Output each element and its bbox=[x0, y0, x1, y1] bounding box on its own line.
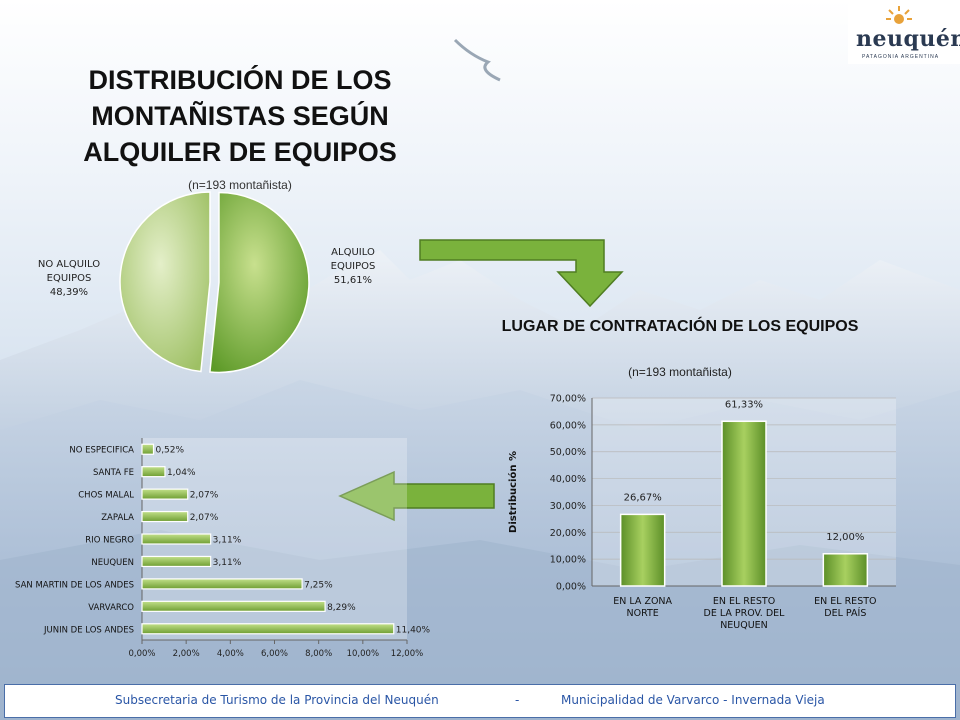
neuquen-logo: neuquén PATAGONIA ARGENTINA bbox=[848, 0, 960, 64]
pie-chart-subtitle: (n=193 montañista) bbox=[188, 178, 292, 192]
footer-left-text: Subsecretaria de Turismo de la Provincia… bbox=[115, 693, 439, 707]
pie-label-alquilo-1: ALQUILO bbox=[331, 247, 375, 258]
pie-label-alquilo-3: 51,61% bbox=[333, 275, 373, 286]
footer-right-text: Municipalidad de Varvarco - Invernada Vi… bbox=[561, 693, 825, 707]
sun-icon bbox=[886, 6, 912, 24]
logo-tagline: PATAGONIA ARGENTINA bbox=[862, 54, 940, 60]
column-chart-subtitle: (n=193 montañista) bbox=[628, 365, 732, 379]
logo-brand: neuquén bbox=[856, 26, 960, 52]
pie-label-no-alquilo-1: NO ALQUILO bbox=[37, 259, 101, 270]
arrow-left-icon bbox=[338, 470, 495, 522]
pie-label-no-alquilo-2: EQUIPOS bbox=[46, 273, 92, 284]
pie-chart-title: DISTRIBUCIÓN DE LOS MONTAÑISTAS SEGÚN AL… bbox=[83, 65, 397, 167]
column-chart-title: LUGAR DE CONTRATACIÓN DE LOS EQUIPOS bbox=[501, 318, 859, 335]
arrow-down-right-icon bbox=[419, 239, 624, 308]
pie-label-alquilo-2: EQUIPOS bbox=[330, 261, 376, 272]
footer-bar: Subsecretaria de Turismo de la Provincia… bbox=[4, 684, 956, 718]
footer-separator: - bbox=[515, 693, 520, 707]
pie-label-no-alquilo-3: 48,39% bbox=[49, 287, 89, 298]
